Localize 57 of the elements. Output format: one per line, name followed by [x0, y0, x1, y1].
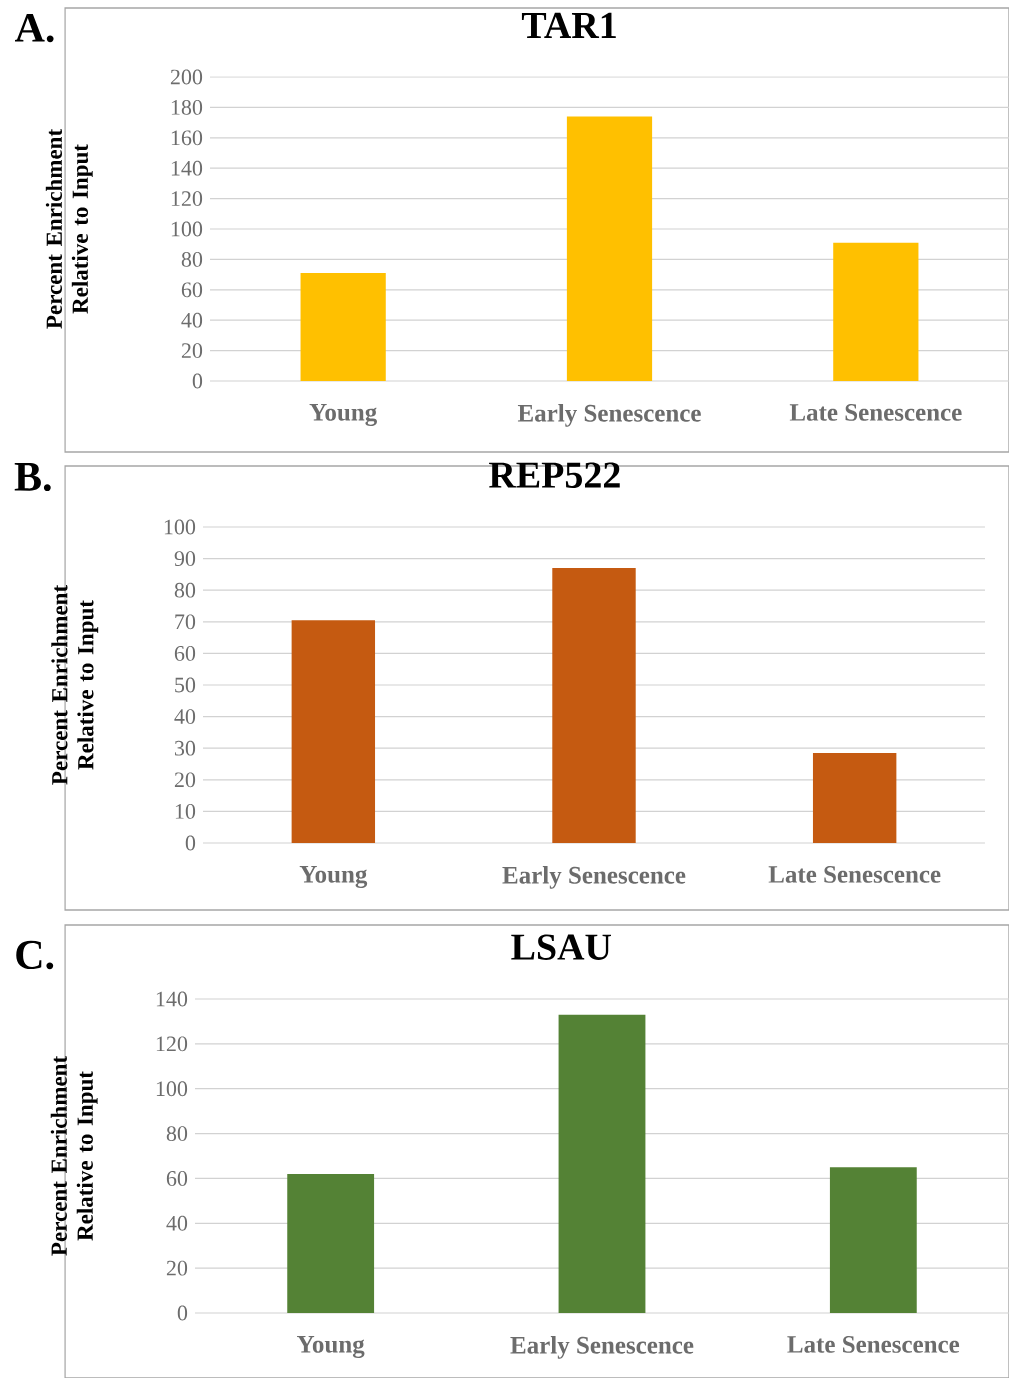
bar: [300, 273, 386, 381]
y-tick-label: 90: [174, 551, 196, 567]
chart-title: TAR1: [521, 12, 616, 38]
y-axis-title: Percent Enrichment Relative to Input: [51, 585, 99, 785]
y-tick-label: 20: [181, 343, 203, 359]
y-tick-label: 120: [171, 191, 203, 207]
y-tick-label: 120: [156, 1036, 188, 1052]
y-tick-label: 20: [174, 772, 196, 788]
y-tick-label: 80: [166, 1126, 188, 1141]
text: A.: [15, 13, 54, 43]
y-tick-label: 10: [175, 803, 196, 819]
y-tick-label: 100: [156, 1081, 188, 1097]
y-axis-title: Percent Enrichment Relative to Input: [45, 129, 93, 329]
y-tick-label: 0: [185, 835, 196, 851]
bar: [552, 568, 636, 843]
chart-title: LSAU: [511, 934, 611, 960]
y-tick-label: 20: [166, 1260, 188, 1276]
text: B.: [14, 463, 51, 492]
y-tick-label: 40: [166, 1215, 188, 1231]
bar: [829, 1167, 917, 1313]
x-tick-label: Early Senescence: [510, 1336, 694, 1359]
y-tick-label: 100: [171, 221, 203, 237]
x-tick-label: Late Senescence: [789, 404, 962, 421]
y-tick-label: 100: [164, 519, 196, 535]
x-tick-label: Young: [309, 404, 377, 426]
bar: [291, 620, 376, 843]
x-tick-label: Late Senescence: [787, 1336, 960, 1353]
x-tick-label: Early Senescence: [517, 404, 701, 427]
bar: [812, 752, 897, 843]
y-tick-label: 40: [174, 709, 196, 725]
y-tick-label: 0: [192, 373, 203, 389]
x-tick-label: Late Senescence: [768, 866, 941, 883]
chart-title: REP522: [489, 462, 620, 488]
x-tick-label: Young: [297, 1336, 365, 1358]
x-tick-label: Early Senescence: [502, 866, 686, 889]
y-tick-label: 140: [171, 160, 203, 176]
y-tick-label: 140: [156, 991, 188, 1007]
y-tick-label: 70: [175, 614, 196, 630]
text: C.: [16, 940, 54, 970]
y-tick-label: 30: [175, 740, 196, 756]
x-tick-label: Young: [299, 866, 368, 888]
y-tick-label: 60: [166, 1171, 188, 1186]
y-tick-label: 80: [181, 251, 203, 267]
y-tick-label: 0: [177, 1305, 188, 1321]
y-axis-title: Percent Enrichment Relative to Input: [50, 1056, 98, 1256]
y-tick-label: 40: [181, 312, 203, 328]
bar: [566, 116, 653, 381]
y-tick-label: 60: [174, 645, 196, 661]
y-tick-label: 200: [170, 69, 203, 85]
y-tick-label: 60: [181, 282, 203, 298]
y-tick-label: 50: [175, 677, 196, 693]
y-tick-label: 180: [171, 99, 203, 115]
bar: [833, 242, 919, 381]
bar: [287, 1173, 375, 1313]
y-tick-label: 80: [174, 582, 196, 598]
bar: [558, 1014, 646, 1313]
y-tick-label: 160: [171, 130, 203, 146]
